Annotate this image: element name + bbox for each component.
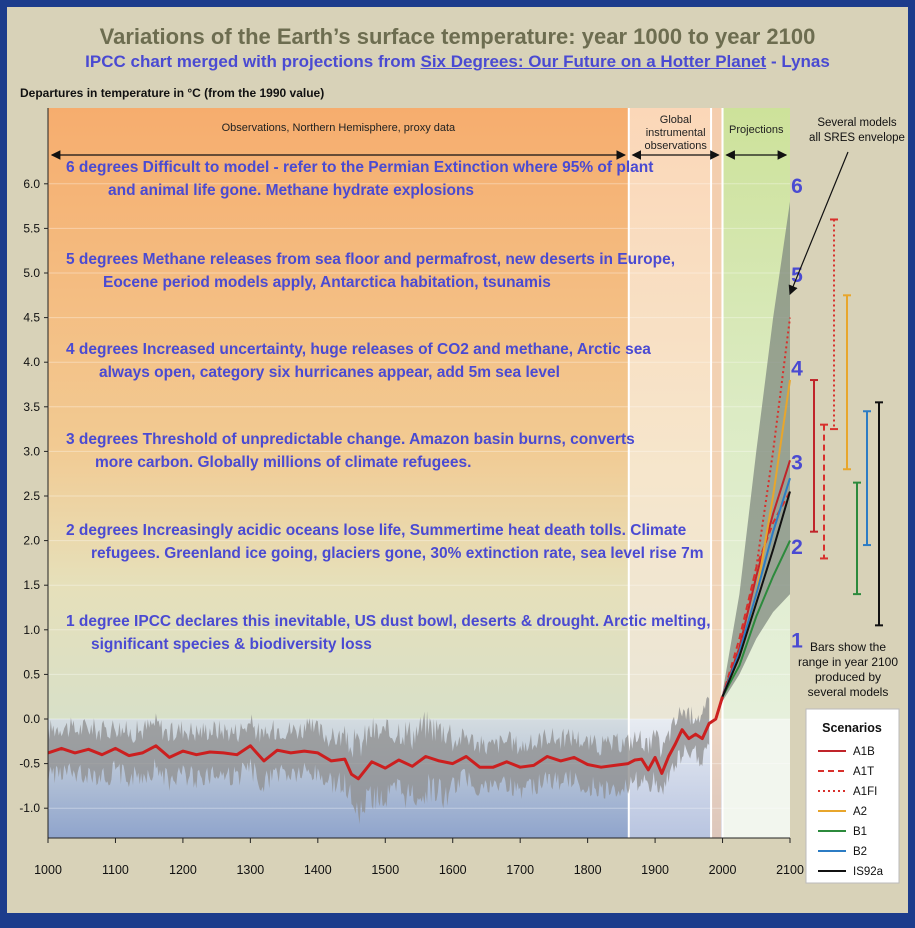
proxy-data-band	[48, 696, 710, 825]
degree-annotation-line: refugees. Greenland ice going, glaciers …	[91, 545, 704, 562]
degree-annotation-line: and animal life gone. Methane hydrate ex…	[108, 182, 474, 199]
y-tick-label: 4.0	[23, 355, 40, 369]
subtitle-prefix: IPCC chart merged with projections from	[85, 52, 421, 71]
scenario-line-b1	[721, 540, 791, 698]
x-tick-label: 2100	[776, 863, 804, 877]
scenario-line-b2	[721, 477, 791, 698]
x-tick-label: 1800	[574, 863, 602, 877]
degree-markers: 123456	[791, 175, 803, 653]
bars-note-line: range in year 2100	[798, 655, 898, 669]
degree-annotation-line: significant species & biodiversity loss	[91, 636, 372, 653]
bg-instrumental-warm	[628, 108, 723, 719]
y-tick-label: 1.5	[23, 578, 40, 592]
y-tick-label: 0.0	[23, 712, 40, 726]
y-tick-label: 5.0	[23, 266, 40, 280]
degree-marker: 4	[791, 358, 803, 381]
bars-note-line: several models	[808, 685, 889, 699]
degree-annotation-line: 1 degree IPCC declares this inevitable, …	[66, 613, 711, 630]
degree-marker: 1	[791, 630, 803, 653]
bg-projection-cold	[722, 719, 790, 838]
legend-label: A2	[853, 806, 867, 818]
y-tick-label: 2.0	[23, 534, 40, 548]
legend-label: IS92a	[853, 866, 884, 878]
period-label: Observations, Northern Hemisphere, proxy…	[222, 122, 456, 134]
models-note-line: Several models	[817, 117, 897, 129]
period-label: Global	[660, 114, 692, 126]
models-note-arrow	[788, 151, 849, 296]
x-tick-label: 1000	[34, 863, 62, 877]
degree-annotation-line: 2 degrees Increasingly acidic oceans los…	[66, 522, 687, 539]
bars-note-line: Bars show the	[810, 640, 886, 654]
y-tick-label: 4.5	[23, 311, 40, 325]
x-tick-label: 1200	[169, 863, 197, 877]
x-tick-label: 1400	[304, 863, 332, 877]
period-label: Projections	[729, 124, 784, 136]
chart-subtitle: IPCC chart merged with projections from …	[0, 52, 915, 72]
x-tick-label: 1600	[439, 863, 467, 877]
scenario-lines	[721, 317, 791, 698]
x-tick-label: 2000	[709, 863, 737, 877]
degree-marker: 3	[791, 451, 803, 474]
subtitle-suffix: - Lynas	[766, 52, 830, 71]
bg-recent-strip	[711, 108, 722, 838]
side-notes: Several models all SRES envelope Bars show…	[788, 117, 905, 699]
degree-annotation-line: always open, category six hurricanes app…	[99, 364, 560, 381]
scenario-line-is92a	[721, 491, 791, 698]
scenario-line-a1b	[721, 459, 791, 698]
bg-proxy-warm	[48, 108, 629, 719]
degree-annotation-line: 3 degrees Threshold of unpredictable cha…	[66, 431, 635, 448]
y-axis-label: Departures in temperature in °C (from th…	[20, 86, 325, 100]
degree-marker: 2	[791, 536, 803, 559]
degree-marker: 6	[791, 175, 803, 198]
x-tick-label: 1700	[506, 863, 534, 877]
legend-label: A1FI	[853, 786, 877, 798]
y-tick-label: 6.0	[23, 177, 40, 191]
legend-title: Scenarios	[822, 721, 882, 735]
legend-box	[805, 708, 900, 884]
y-tick-label: -0.5	[19, 757, 40, 771]
y-tick-label: 3.0	[23, 444, 40, 458]
degree-annotation-line: more carbon. Globally millions of climat…	[95, 454, 471, 471]
legend-label: B1	[853, 826, 867, 838]
proxy-uncertainty-band	[48, 696, 710, 825]
period-label: instrumental	[646, 127, 706, 139]
temperature-mean-line	[47, 696, 724, 781]
y-gridlines	[48, 183, 790, 809]
mean-temperature-line	[47, 696, 724, 781]
period-labels: Observations, Northern Hemisphere, proxy…	[50, 114, 788, 160]
x-tick-label: 1900	[641, 863, 669, 877]
y-tick-label: -1.0	[19, 801, 40, 815]
scenario-line-a1fi	[721, 317, 791, 698]
degree-annotation-line: Eocene period models apply, Antarctica h…	[103, 274, 551, 291]
models-note-line: all SRES envelope	[809, 132, 905, 144]
x-tick-label: 1100	[102, 863, 129, 877]
degree-annotation-line: 5 degrees Methane releases from sea floo…	[66, 251, 675, 268]
legend-label: A1T	[853, 766, 874, 778]
y-tick-label: 1.0	[23, 623, 40, 637]
x-tick-label: 1300	[236, 863, 264, 877]
degree-annotation-line: 6 degrees Difficult to model - refer to …	[66, 159, 653, 176]
degree-annotation-line: 4 degrees Increased uncertainty, huge re…	[66, 341, 651, 358]
y-tick-label: 3.5	[23, 400, 40, 414]
legend-label: A1B	[853, 746, 875, 758]
y-tick-label: 2.5	[23, 489, 40, 503]
book-title-link[interactable]: Six Degrees: Our Future on a Hotter Plan…	[420, 52, 767, 71]
x-tick-label: 1500	[371, 863, 399, 877]
bars-note-line: produced by	[815, 670, 881, 684]
y-tick-label: 0.5	[23, 667, 40, 681]
period-label: observations	[644, 140, 707, 152]
y-tick-label: 5.5	[23, 221, 40, 235]
range-bars-2100	[810, 218, 883, 627]
axes: -1.0 -0.5 0.0 0.5 1.0 1.5 2.0 2.5 3.0 3.5 4.0 4.5 5.…	[19, 108, 804, 877]
legend-label: B2	[853, 846, 867, 858]
chart-title: Variations of the Earth’s surface temper…	[99, 24, 816, 49]
legend: Scenarios A1B A1T A1FI A2 B1 B2 IS92a	[805, 708, 900, 884]
degree-annotations: 6 degrees Difficult to model - refer to …	[66, 159, 711, 653]
